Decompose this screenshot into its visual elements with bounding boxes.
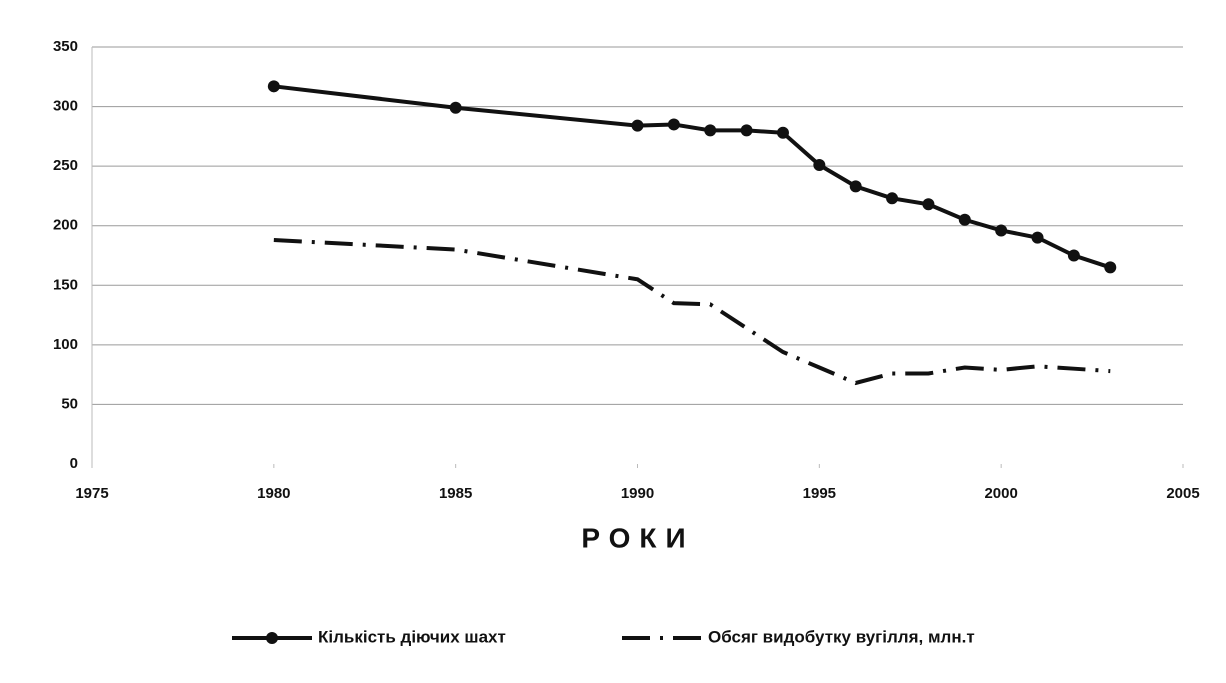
marker	[813, 158, 826, 171]
marker	[922, 198, 935, 211]
y-tick-label: 0	[70, 455, 78, 472]
y-tick-label: 200	[53, 217, 78, 234]
marker	[667, 118, 680, 131]
legend-label: Кількість діючих шахт	[318, 627, 506, 646]
x-tick-label: 1990	[621, 485, 654, 502]
marker	[449, 101, 462, 114]
y-tick-label: 300	[53, 98, 78, 115]
legend-label: Обсяг видобутку вугілля, млн.т	[708, 627, 975, 646]
x-tick-label: 1995	[803, 485, 836, 502]
y-tick-label: 100	[53, 336, 78, 353]
x-tick-label: 2000	[984, 485, 1017, 502]
y-tick-label: 50	[61, 395, 78, 412]
y-tick-label: 350	[53, 38, 78, 55]
marker	[1031, 231, 1044, 244]
marker	[631, 119, 644, 132]
x-tick-label: 1985	[439, 485, 472, 502]
y-tick-label: 250	[53, 157, 78, 174]
x-tick-label: 1980	[257, 485, 290, 502]
marker	[1104, 261, 1117, 274]
x-tick-label: 1975	[75, 485, 108, 502]
marker	[267, 80, 280, 93]
marker	[958, 213, 971, 226]
marker	[776, 126, 789, 139]
x-axis-label: РОКИ	[581, 522, 694, 553]
series-line	[273, 238, 1111, 386]
legend-marker	[266, 632, 278, 644]
x-tick-label: 2005	[1166, 485, 1199, 502]
marker	[849, 180, 862, 193]
marker	[886, 192, 899, 205]
y-tick-label: 150	[53, 276, 78, 293]
marker	[995, 224, 1008, 237]
marker	[1067, 249, 1080, 262]
marker	[704, 124, 717, 137]
marker	[740, 124, 753, 137]
series-line	[273, 84, 1111, 270]
